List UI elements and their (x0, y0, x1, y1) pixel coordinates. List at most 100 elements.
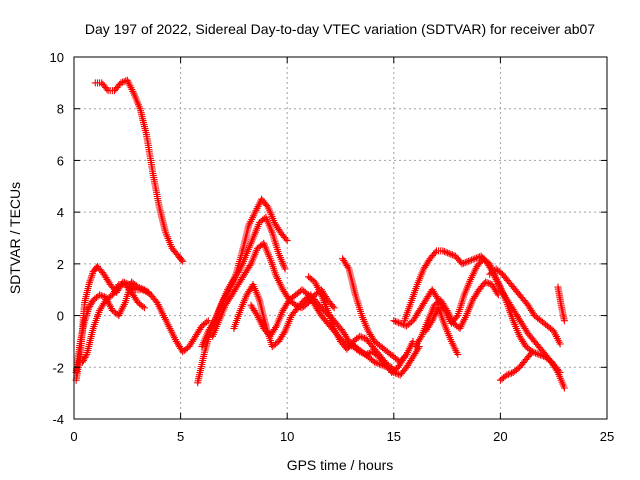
interpolated-points (269, 231, 282, 255)
interpolated-points (242, 262, 254, 276)
interpolated-points (237, 293, 250, 312)
interpolated-points (112, 80, 124, 93)
interpolated-points (451, 321, 462, 331)
interpolated-points (448, 339, 461, 356)
interpolated-points (90, 308, 103, 330)
interpolated-points (398, 365, 409, 377)
interpolated-points (216, 303, 229, 323)
interpolated-points (300, 287, 311, 298)
interpolated-points (163, 231, 175, 250)
interpolated-points (398, 320, 409, 329)
interpolated-points (319, 313, 330, 326)
interpolated-points (538, 347, 550, 359)
interpolated-points (176, 253, 186, 264)
y-tick-label: 10 (50, 50, 64, 65)
interpolated-points (334, 321, 345, 333)
interpolated-points (504, 369, 516, 378)
interpolated-points (119, 77, 130, 86)
interpolated-points (154, 301, 167, 318)
interpolated-points (250, 220, 263, 240)
interpolated-points (212, 303, 224, 323)
interpolated-points (530, 348, 541, 358)
interpolated-points (248, 303, 260, 318)
data-point (281, 265, 289, 273)
interpolated-points (352, 293, 365, 317)
interpolated-points (401, 301, 414, 323)
series-track-18 (554, 283, 568, 325)
interpolated-points (483, 279, 494, 288)
interpolated-points (246, 210, 258, 227)
interpolated-points (421, 256, 433, 271)
x-tick-label: 0 (70, 429, 77, 444)
series-track-7 (209, 239, 338, 340)
interpolated-points (237, 252, 250, 271)
interpolated-points (193, 324, 205, 338)
interpolated-points (376, 352, 388, 365)
interpolated-points (404, 339, 416, 356)
interpolated-points (489, 282, 501, 297)
x-tick-label: 15 (387, 429, 401, 444)
interpolated-points (218, 288, 231, 307)
data-point (204, 317, 212, 325)
data-point (179, 257, 187, 265)
interpolated-points (442, 324, 455, 343)
interpolated-points (293, 287, 304, 298)
data-point (535, 350, 543, 358)
interpolated-points (457, 313, 469, 331)
interpolated-points (506, 280, 518, 292)
interpolated-points (461, 277, 474, 297)
interpolated-points (81, 283, 92, 305)
interpolated-points (97, 292, 108, 301)
interpolated-points (81, 306, 92, 323)
data-point (528, 348, 536, 356)
interpolated-points (435, 306, 448, 328)
data-point (464, 257, 472, 265)
interpolated-points (414, 267, 427, 287)
y-tick-label: 8 (57, 102, 64, 117)
interpolated-points (282, 314, 295, 333)
interpolated-points (109, 282, 122, 297)
interpolated-points (524, 344, 535, 354)
axis-ticks: 0 5 10 15 20 25 -4 -2 0 2 4 6 8 10 (50, 50, 615, 444)
interpolated-points (519, 295, 531, 308)
interpolated-points (363, 336, 375, 349)
interpolated-points (357, 333, 368, 342)
y-tick-label: 4 (57, 205, 64, 220)
interpolated-points (142, 287, 153, 298)
interpolated-points (440, 248, 452, 257)
plot-frame (73, 56, 608, 420)
interpolated-points (351, 334, 362, 344)
interpolated-points (276, 329, 288, 344)
interpolated-points (136, 300, 147, 310)
interpolated-points (273, 308, 286, 328)
data-point (330, 304, 338, 312)
series-track-17 (496, 348, 536, 384)
interpolated-points (513, 287, 524, 300)
interpolated-points (460, 258, 471, 267)
series-track-10 (305, 273, 408, 376)
interpolated-points (487, 266, 498, 277)
series-track-1 (91, 76, 187, 265)
series-track-5 (194, 195, 291, 387)
interpolated-points (86, 298, 96, 310)
interpolated-points (231, 267, 243, 282)
interpolated-points (272, 220, 284, 235)
interpolated-points (372, 339, 383, 349)
interpolated-points (525, 303, 537, 318)
interpolated-points (539, 318, 550, 329)
interpolated-points (99, 80, 111, 93)
interpolated-points (454, 293, 467, 317)
interpolated-points (306, 274, 317, 285)
interpolated-points (511, 365, 522, 375)
interpolated-points (359, 314, 371, 333)
interpolated-points (472, 253, 484, 262)
interpolated-points (302, 292, 313, 303)
interpolated-points (372, 359, 383, 368)
data-point (117, 79, 125, 87)
interpolated-points (325, 298, 337, 310)
interpolated-points (425, 303, 437, 323)
data-point (556, 340, 564, 348)
data-point (439, 247, 447, 255)
interpolated-points (331, 326, 344, 344)
interpolated-points (344, 339, 356, 352)
